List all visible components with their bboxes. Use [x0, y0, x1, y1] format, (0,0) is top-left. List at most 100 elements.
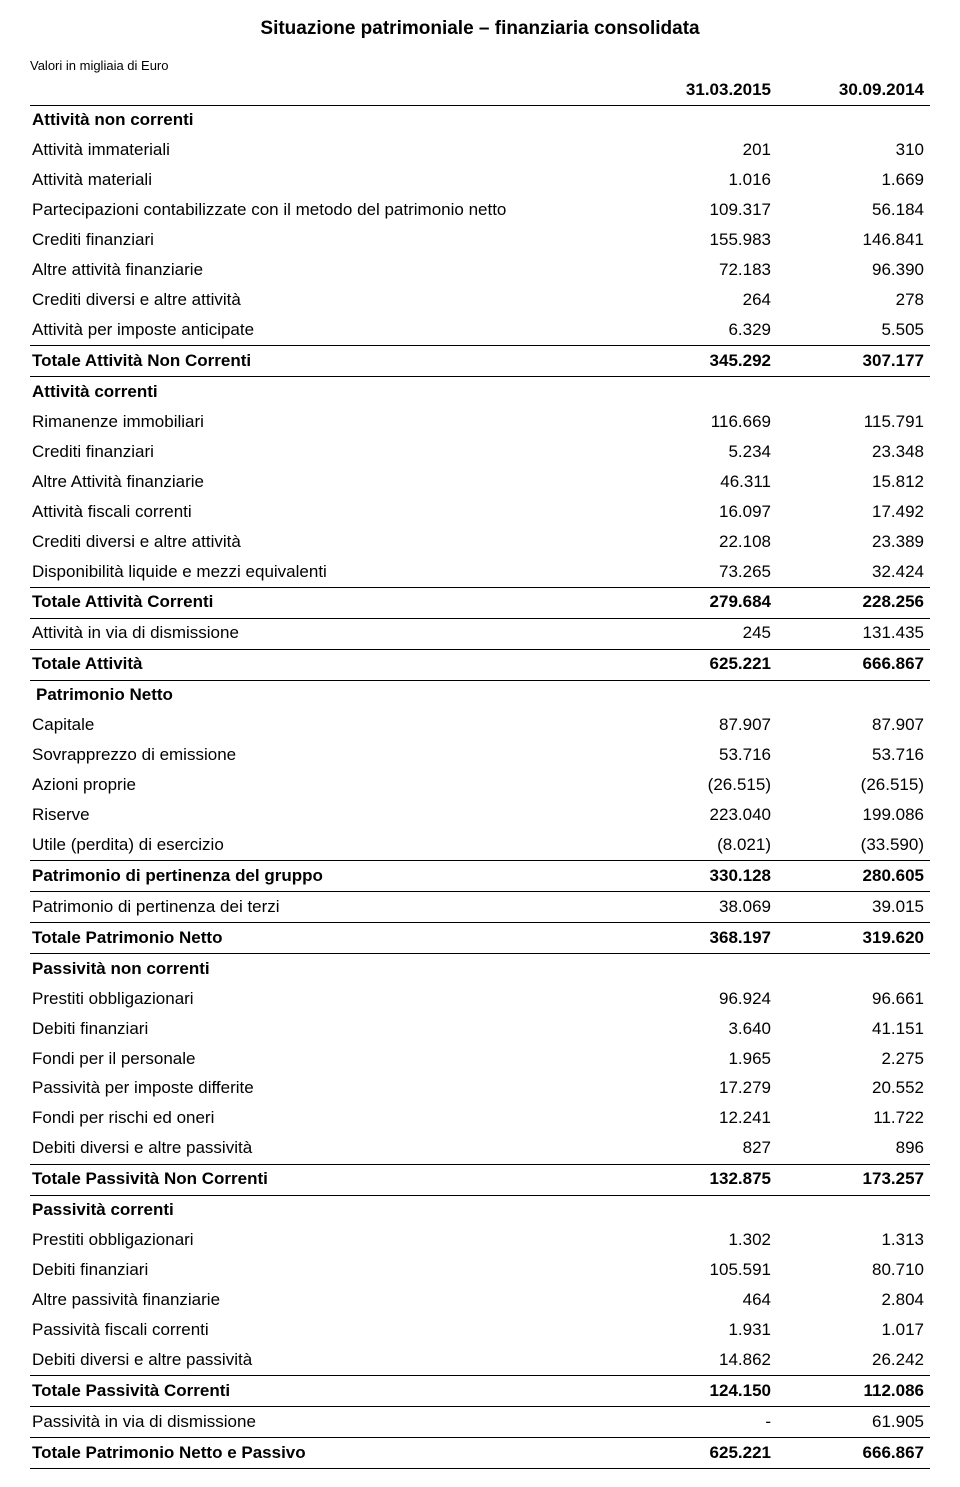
data-row: Sovrapprezzo di emissione53.71653.716	[30, 741, 930, 771]
row-label: Debiti diversi e altre passività	[30, 1134, 624, 1164]
row-label: Totale Attività Non Correnti	[30, 346, 624, 377]
value-col-2	[777, 954, 930, 984]
value-col-1: 464	[624, 1286, 777, 1316]
row-label: Passività in via di dismissione	[30, 1407, 624, 1438]
value-col-1	[624, 377, 777, 407]
total-row: Totale Patrimonio Netto368.197319.620	[30, 923, 930, 954]
value-col-2: 199.086	[777, 801, 930, 831]
value-col-2: 666.867	[777, 1438, 930, 1469]
value-col-1: 22.108	[624, 527, 777, 557]
row-label: Capitale	[30, 711, 624, 741]
value-col-2: 278	[777, 286, 930, 316]
value-col-2: 115.791	[777, 407, 930, 437]
data-row: Utile (perdita) di esercizio(8.021)(33.5…	[30, 830, 930, 860]
value-col-1: 5.234	[624, 437, 777, 467]
data-row: Attività materiali1.0161.669	[30, 166, 930, 196]
value-col-1: 625.221	[624, 1438, 777, 1469]
value-col-1: 223.040	[624, 801, 777, 831]
balance-sheet-table: 31.03.2015 30.09.2014 Attività non corre…	[30, 75, 930, 1469]
data-row: Prestiti obbligazionari1.3021.313	[30, 1226, 930, 1256]
data-row: Fondi per rischi ed oneri12.24111.722	[30, 1104, 930, 1134]
value-col-1: 14.862	[624, 1345, 777, 1375]
row-label: Prestiti obbligazionari	[30, 984, 624, 1014]
row-label: Crediti diversi e altre attività	[30, 286, 624, 316]
row-label: Utile (perdita) di esercizio	[30, 830, 624, 860]
value-col-2: 61.905	[777, 1407, 930, 1438]
row-label: Patrimonio di pertinenza dei terzi	[30, 892, 624, 923]
row-label: Attività correnti	[30, 377, 624, 407]
row-label: Debiti finanziari	[30, 1256, 624, 1286]
data-row: Partecipazioni contabilizzate con il met…	[30, 196, 930, 226]
page-title: Situazione patrimoniale – finanziaria co…	[30, 18, 930, 40]
row-label: Riserve	[30, 801, 624, 831]
data-row: Crediti finanziari5.23423.348	[30, 437, 930, 467]
value-col-1: 1.302	[624, 1226, 777, 1256]
data-row: Debiti diversi e altre passività14.86226…	[30, 1345, 930, 1375]
value-col-1	[624, 1195, 777, 1225]
row-label: Passività fiscali correnti	[30, 1315, 624, 1345]
value-col-2: 53.716	[777, 741, 930, 771]
value-col-1: 46.311	[624, 467, 777, 497]
data-row: Altre Attività finanziarie46.31115.812	[30, 467, 930, 497]
row-label: Patrimonio Netto	[30, 680, 624, 710]
value-col-2: 5.505	[777, 316, 930, 346]
value-col-1: 53.716	[624, 741, 777, 771]
value-col-2: 56.184	[777, 196, 930, 226]
value-col-1: 1.931	[624, 1315, 777, 1345]
value-col-2: 280.605	[777, 861, 930, 892]
value-col-1: 827	[624, 1134, 777, 1164]
value-col-2: 896	[777, 1134, 930, 1164]
row-label: Totale Patrimonio Netto	[30, 923, 624, 954]
value-col-1: 3.640	[624, 1014, 777, 1044]
value-col-1: 116.669	[624, 407, 777, 437]
value-col-2: 87.907	[777, 711, 930, 741]
row-label: Partecipazioni contabilizzate con il met…	[30, 196, 624, 226]
row-label: Totale Attività	[30, 649, 624, 680]
row-label: Fondi per il personale	[30, 1044, 624, 1074]
row-label: Altre attività finanziarie	[30, 256, 624, 286]
value-col-2: 41.151	[777, 1014, 930, 1044]
value-col-1: 132.875	[624, 1164, 777, 1195]
value-col-1: 73.265	[624, 557, 777, 587]
section-row: Attività non correnti	[30, 105, 930, 135]
data-row: Passività per imposte differite17.27920.…	[30, 1074, 930, 1104]
data-row: Crediti diversi e altre attività22.10823…	[30, 527, 930, 557]
value-col-2: 11.722	[777, 1104, 930, 1134]
value-col-1: 105.591	[624, 1256, 777, 1286]
total-row: Totale Passività Correnti124.150112.086	[30, 1376, 930, 1407]
value-col-1: -	[624, 1407, 777, 1438]
value-col-1: 6.329	[624, 316, 777, 346]
value-col-2: 23.348	[777, 437, 930, 467]
value-col-1: 279.684	[624, 587, 777, 618]
row-label: Disponibilità liquide e mezzi equivalent…	[30, 557, 624, 587]
data-row: Passività in via di dismissione-61.905	[30, 1407, 930, 1438]
value-col-1: (26.515)	[624, 771, 777, 801]
row-label: Sovrapprezzo di emissione	[30, 741, 624, 771]
value-col-2: 32.424	[777, 557, 930, 587]
row-label: Attività in via di dismissione	[30, 618, 624, 649]
value-col-2: 1.669	[777, 166, 930, 196]
row-label: Passività correnti	[30, 1195, 624, 1225]
row-label: Totale Passività Correnti	[30, 1376, 624, 1407]
data-row: Attività fiscali correnti16.09717.492	[30, 497, 930, 527]
value-col-1: 345.292	[624, 346, 777, 377]
data-row: Prestiti obbligazionari96.92496.661	[30, 984, 930, 1014]
row-label: Altre passività finanziarie	[30, 1286, 624, 1316]
value-col-1: 16.097	[624, 497, 777, 527]
value-col-1: 201	[624, 136, 777, 166]
data-row: Altre attività finanziarie72.18396.390	[30, 256, 930, 286]
value-col-2: 20.552	[777, 1074, 930, 1104]
row-label: Debiti diversi e altre passività	[30, 1345, 624, 1375]
row-label: Rimanenze immobiliari	[30, 407, 624, 437]
row-label: Totale Patrimonio Netto e Passivo	[30, 1438, 624, 1469]
values-unit-note: Valori in migliaia di Euro	[30, 58, 930, 73]
value-col-2	[777, 377, 930, 407]
row-label: Passività per imposte differite	[30, 1074, 624, 1104]
value-col-2: 307.177	[777, 346, 930, 377]
row-label: Attività non correnti	[30, 105, 624, 135]
total-row: Totale Passività Non Correnti132.875173.…	[30, 1164, 930, 1195]
data-row: Disponibilità liquide e mezzi equivalent…	[30, 557, 930, 587]
row-label: Patrimonio di pertinenza del gruppo	[30, 861, 624, 892]
value-col-2: 26.242	[777, 1345, 930, 1375]
value-col-2: 173.257	[777, 1164, 930, 1195]
